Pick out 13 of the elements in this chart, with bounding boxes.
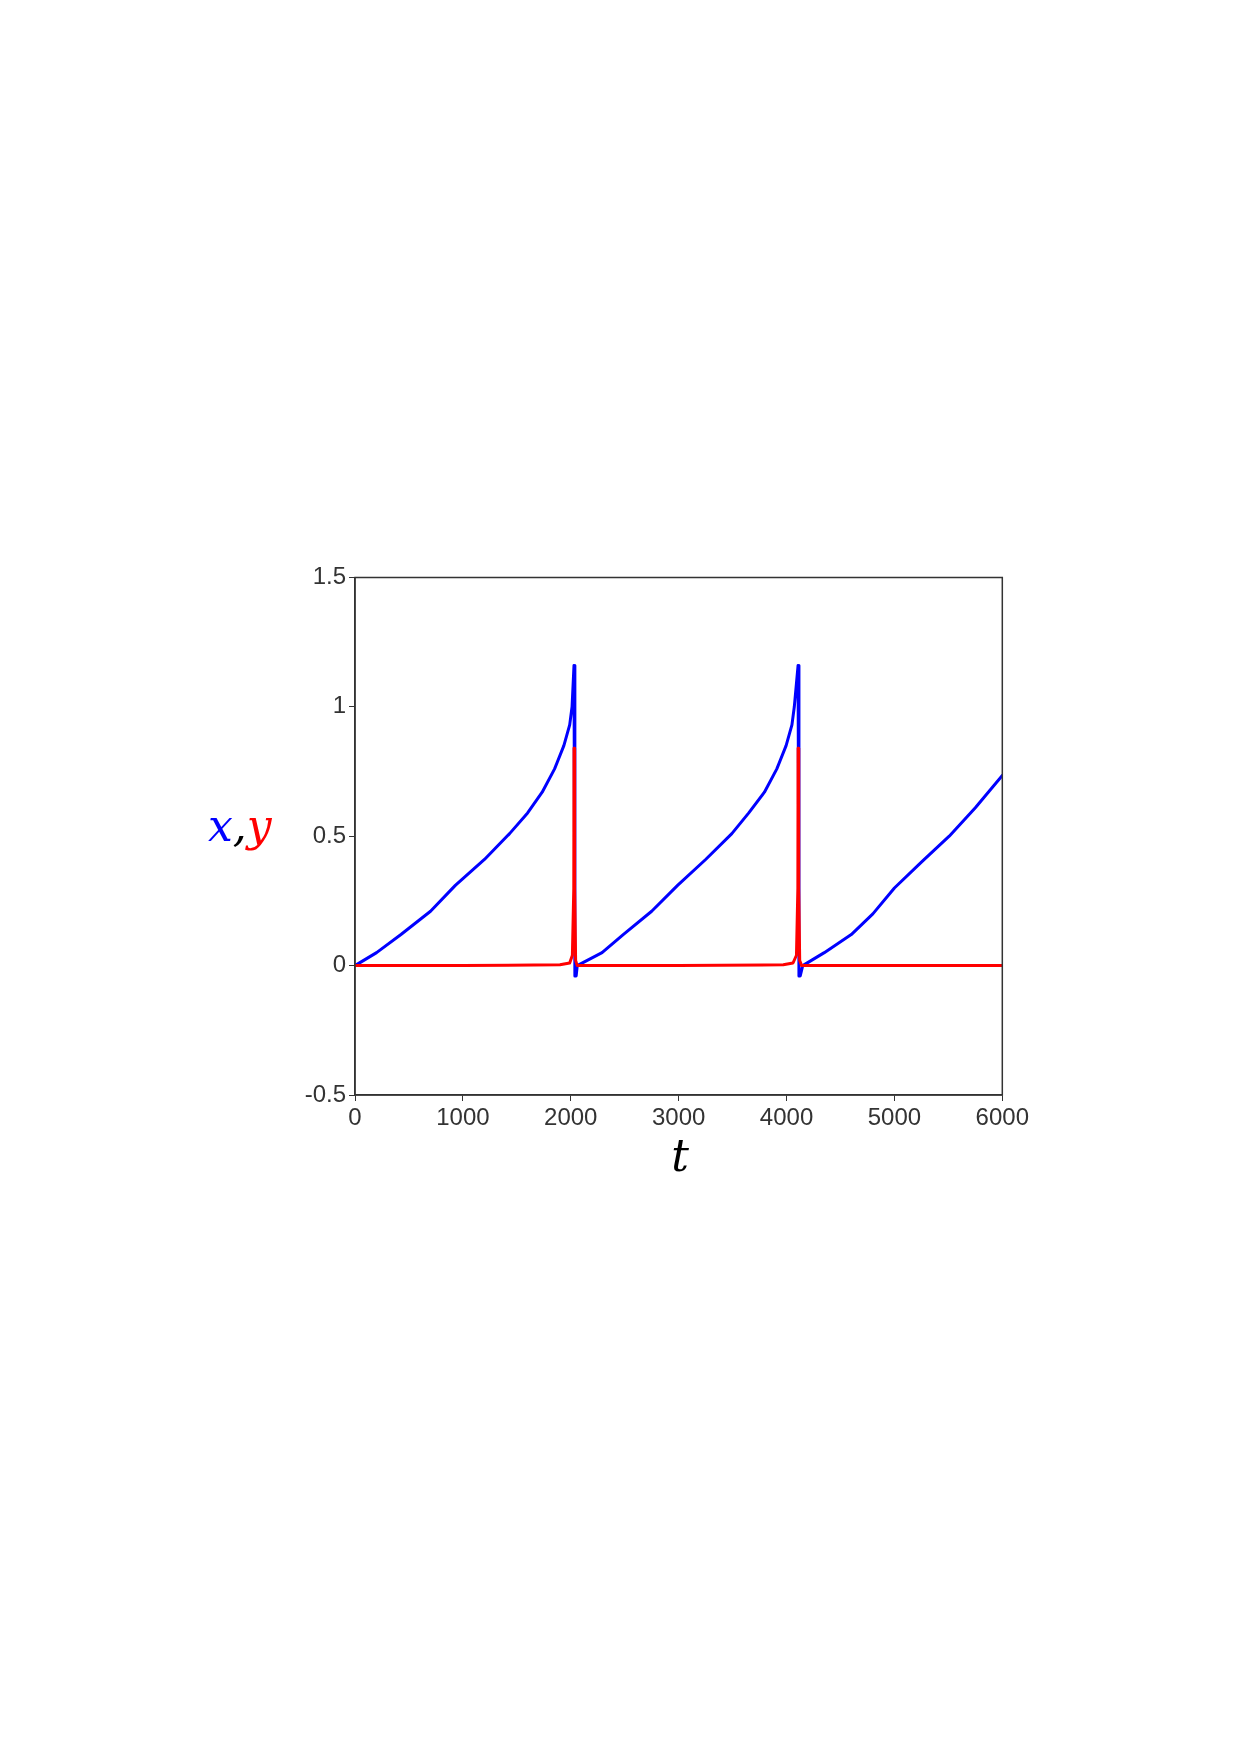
x-tick-label: 4000 bbox=[759, 1103, 814, 1131]
y-tick-label: -0.5 bbox=[304, 1079, 346, 1107]
x-axis-title: t bbox=[670, 1130, 690, 1181]
y-tick-label: 0.5 bbox=[312, 820, 346, 848]
x-tick-label: 6000 bbox=[975, 1103, 1029, 1131]
y-tick-label: 1 bbox=[332, 691, 346, 719]
x-tick-label: 3000 bbox=[651, 1103, 706, 1131]
x-tick-label: 2000 bbox=[544, 1103, 598, 1131]
x-tick-label: 1000 bbox=[436, 1103, 490, 1131]
y-tick-label: 1.5 bbox=[312, 562, 346, 590]
x-tick-label: 5000 bbox=[867, 1103, 922, 1131]
y-axis-title: x,y bbox=[208, 800, 272, 851]
y-tick-label: 0 bbox=[332, 950, 346, 978]
